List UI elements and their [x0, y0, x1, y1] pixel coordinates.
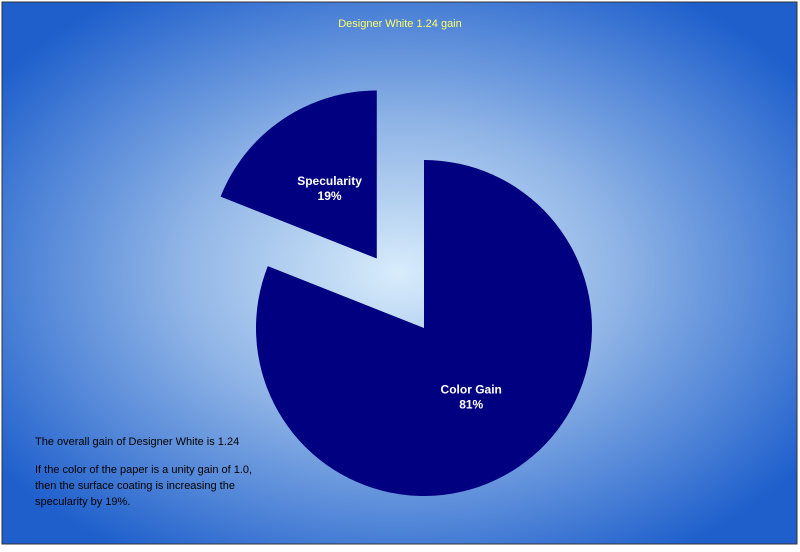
annotation: The overall gain of Designer White is 1.… [35, 436, 239, 448]
slice-value-label: 81% [459, 398, 483, 412]
pie-slice [256, 160, 592, 496]
slice-label: Specularity [297, 174, 362, 188]
chart-title: Designer White 1.24 gain [338, 18, 462, 30]
annotation: then the surface coating is increasing t… [35, 480, 235, 492]
pie-slice [220, 90, 377, 259]
slice-label: Color Gain [441, 383, 502, 397]
annotation: specularity by 19%. [35, 496, 130, 508]
annotation: If the color of the paper is a unity gai… [35, 464, 252, 476]
slice-value-label: 19% [318, 189, 342, 203]
